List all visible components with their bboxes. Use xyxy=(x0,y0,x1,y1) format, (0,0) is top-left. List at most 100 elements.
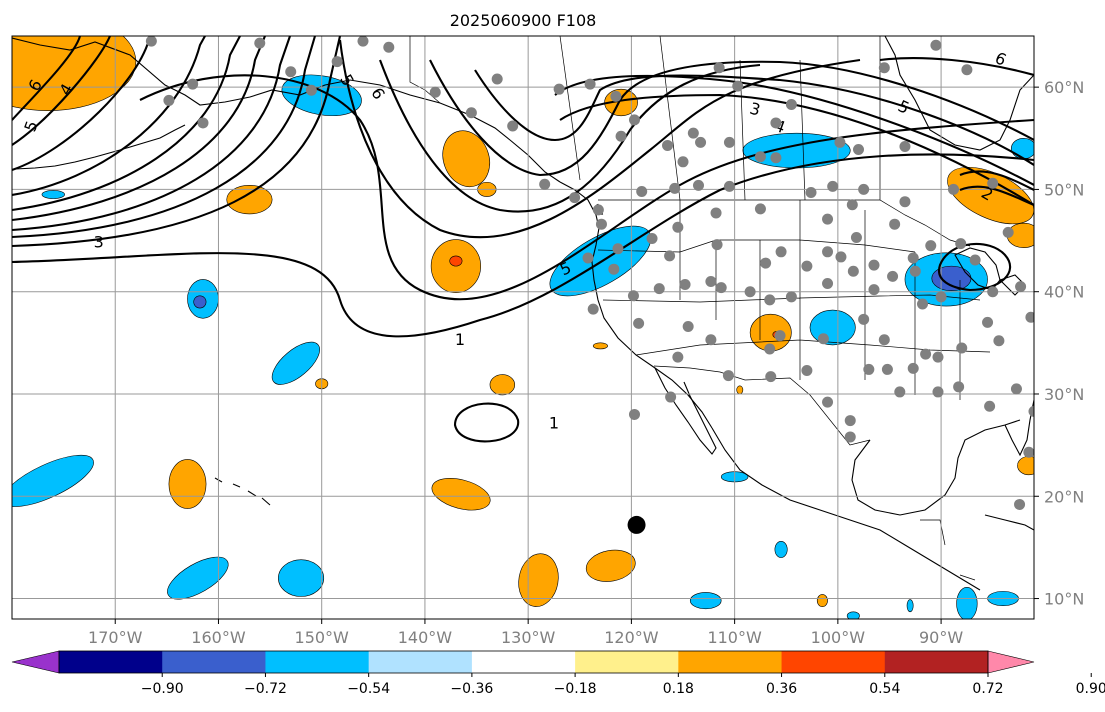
colorbar-low-extension xyxy=(11,650,60,674)
station-dot xyxy=(692,179,704,191)
colorbar-tick-labels: −0.90 −0.72 −0.54 −0.36 −0.18 0.18 0.36 0.54 0.7… xyxy=(141,673,1105,697)
station-dot xyxy=(982,316,994,328)
station-dot xyxy=(662,139,674,151)
colorbar-segment xyxy=(265,651,370,673)
contour-line xyxy=(937,242,1012,292)
station-dot xyxy=(331,56,343,68)
station-dot xyxy=(817,333,829,345)
negative-anomaly-region xyxy=(278,559,325,597)
longitude-axis: 170°W 160°W 150°W 140°W 130°W 120°W 110°W 100°W… xyxy=(88,619,963,647)
point-markers xyxy=(627,515,646,534)
station-dot xyxy=(764,294,776,306)
lat-tick-label: 40°N xyxy=(1044,283,1084,302)
station-dot xyxy=(858,313,870,325)
station-dot xyxy=(932,351,944,363)
contour-line xyxy=(879,57,1034,77)
station-dot xyxy=(863,363,875,375)
station-dot xyxy=(827,180,839,192)
station-dot xyxy=(969,254,981,266)
station-dot xyxy=(932,386,944,398)
height-contours xyxy=(12,36,1034,443)
lon-tick-label: 110°W xyxy=(707,628,762,647)
contour-line xyxy=(12,36,291,232)
station-dot xyxy=(822,246,834,258)
station-dot xyxy=(987,177,999,189)
center-marker xyxy=(627,515,646,534)
station-dot xyxy=(835,251,847,263)
station-dot xyxy=(744,286,756,298)
ocean-background xyxy=(12,36,1034,619)
station-dot xyxy=(935,291,947,303)
station-dot xyxy=(764,343,776,355)
station-dot xyxy=(785,99,797,111)
colorbar-tick-label: 0.54 xyxy=(869,681,900,697)
positive-anomaly-region xyxy=(168,459,207,509)
station-dot xyxy=(687,127,699,139)
station-dot xyxy=(595,218,607,230)
station-dot xyxy=(677,156,689,168)
station-dot xyxy=(695,136,707,148)
contour-line xyxy=(12,36,152,171)
negative-anomaly-region xyxy=(931,265,972,291)
station-dot xyxy=(868,259,880,271)
lon-tick-label: 90°W xyxy=(919,628,963,647)
station-dot xyxy=(569,192,581,204)
colorbar-segment xyxy=(575,651,679,673)
station-dot xyxy=(254,37,266,49)
positive-anomaly-region xyxy=(736,385,744,395)
station-dot xyxy=(491,73,503,85)
station-dot xyxy=(846,199,858,211)
colorbar-tick-label: 0.18 xyxy=(663,681,694,697)
station-dot xyxy=(961,64,973,76)
station-dot xyxy=(770,117,782,129)
station-dot xyxy=(844,415,856,427)
station-dot xyxy=(715,282,727,294)
contour-line xyxy=(959,170,1034,206)
station-dot xyxy=(801,260,813,272)
lon-tick-label: 140°W xyxy=(398,628,453,647)
colorbar xyxy=(11,650,1035,674)
station-dot xyxy=(507,120,519,132)
negative-anomaly-region xyxy=(906,599,914,613)
station-dot xyxy=(636,185,648,197)
station-dot xyxy=(627,290,639,302)
colorbar-segment xyxy=(368,651,473,673)
cuba-coast xyxy=(984,514,1034,531)
station-dot xyxy=(850,231,862,243)
station-dot xyxy=(1014,498,1026,510)
station-dot xyxy=(615,130,627,142)
mexico-coast xyxy=(711,427,981,591)
canada-provinces xyxy=(559,36,881,201)
map-title: 2025060900 F108 xyxy=(450,11,597,30)
negative-anomaly-region xyxy=(1010,137,1034,160)
negative-anomaly-region xyxy=(846,611,860,619)
positive-anomaly-region xyxy=(442,130,491,188)
lat-tick-label: 60°N xyxy=(1044,78,1084,97)
station-dot xyxy=(899,196,911,208)
station-dot xyxy=(665,391,677,403)
map-plot-area: 654356451134526 xyxy=(12,36,1034,619)
contour-line xyxy=(554,74,1034,186)
station-dot xyxy=(881,363,893,375)
station-dot xyxy=(587,303,599,315)
colorbar-segment xyxy=(884,651,989,673)
station-dot xyxy=(775,246,787,258)
station-dot xyxy=(553,83,565,95)
negative-anomaly-region xyxy=(809,309,856,346)
colorbar-tick-label: 0.90 xyxy=(1076,681,1105,697)
station-dot xyxy=(465,107,477,119)
lon-tick-label: 170°W xyxy=(88,628,143,647)
station-dot xyxy=(907,252,919,264)
station-dot xyxy=(925,240,937,252)
station-dot xyxy=(917,298,929,310)
contour-line xyxy=(379,59,761,213)
station-dot xyxy=(305,84,317,96)
station-dot xyxy=(1015,281,1027,293)
us-mexico-border xyxy=(653,365,871,446)
station-dot xyxy=(907,362,919,374)
contour-line xyxy=(12,36,266,222)
contour-line xyxy=(429,59,1034,177)
central-america-borders xyxy=(920,519,976,581)
station-dot xyxy=(145,36,157,47)
station-dot xyxy=(760,257,772,269)
